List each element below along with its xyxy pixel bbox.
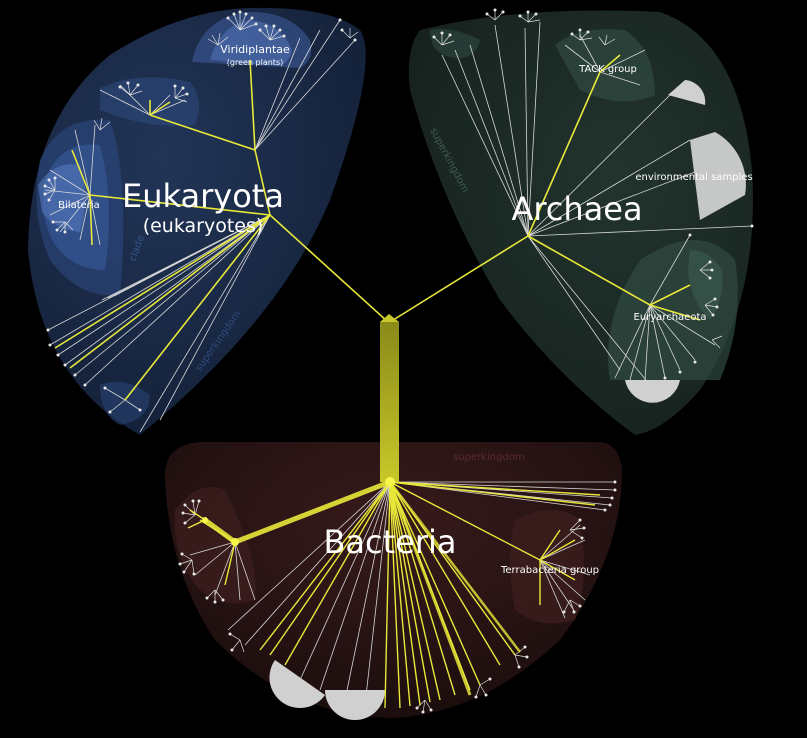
viridiplantae-label[interactable]: Viridiplantae xyxy=(220,43,290,56)
archaea-leaf-dots xyxy=(432,8,754,380)
archaea-region[interactable] xyxy=(408,10,753,435)
eukaryota-label[interactable]: Eukaryota xyxy=(122,177,284,215)
environmental-samples-label[interactable]: environmental samples xyxy=(635,172,752,183)
archaea-collapsed-wedges xyxy=(625,80,746,403)
eukaryota-branches xyxy=(44,19,356,433)
bacteria-region[interactable] xyxy=(165,442,622,718)
viridiplantae-clade-area xyxy=(192,11,312,68)
bacteria-rank-label: superkingdom xyxy=(453,452,525,463)
bacteria-collapsed-wedges xyxy=(269,660,385,720)
root-trunk xyxy=(380,322,399,482)
terrabacteria-label[interactable]: Terrabacteria group xyxy=(500,565,599,576)
bacteria-leaf-dots xyxy=(178,480,617,714)
eukaryota-leaf-fans xyxy=(44,12,359,232)
bacteria-label[interactable]: Bacteria xyxy=(323,523,456,561)
bacteria-root-node xyxy=(385,477,395,487)
eukaryota-superkingdom-area xyxy=(28,7,366,435)
bacteria-superkingdom-area xyxy=(165,442,622,718)
eukaryota-highlight-path xyxy=(54,59,389,401)
archaea-branches xyxy=(441,21,753,386)
eukaryota-common-label: (eukaryotes) xyxy=(143,215,264,237)
archaea-leaf-fans xyxy=(433,10,723,349)
archaea-label[interactable]: Archaea xyxy=(511,190,642,228)
eukaryota-leaf-dots xyxy=(43,10,357,414)
euryarchaeota-label[interactable]: Euryarchaeota xyxy=(634,312,707,323)
archaea-highlight-path xyxy=(389,54,701,323)
tack-clade-area xyxy=(555,29,655,102)
tack-group-label[interactable]: TACK group xyxy=(578,64,637,75)
bilateria-label[interactable]: Bilateria xyxy=(58,200,100,211)
viridiplantae-common-label: (green plants) xyxy=(227,58,283,67)
